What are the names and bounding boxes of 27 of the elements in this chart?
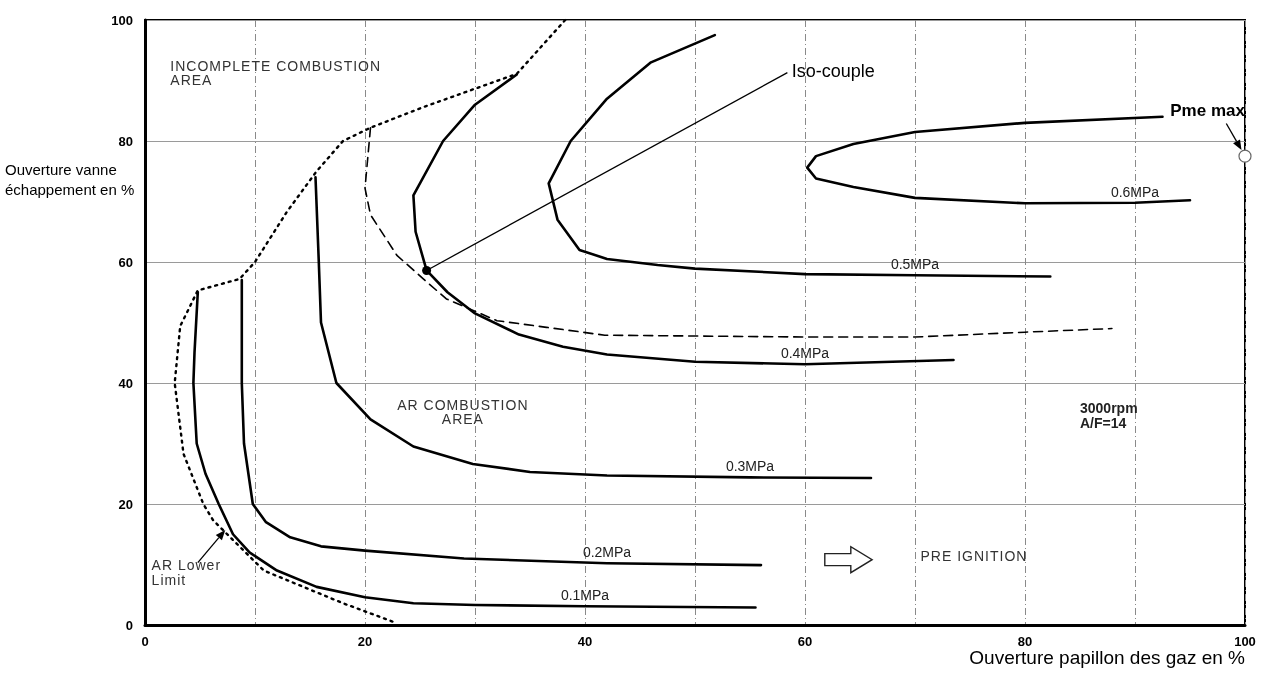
y-tick-label: 60 (118, 254, 133, 270)
annotation: AR COMBUSTION AREA (397, 396, 529, 428)
x-tick-label: 100 (1234, 634, 1256, 649)
annotation: AR Lower Limit (151, 557, 222, 589)
y-tick-label: 0 (125, 617, 133, 633)
annotation: 3000rpm A/F=14 (1080, 400, 1138, 431)
y-tick-label: 80 (118, 133, 133, 149)
y-axis-title: Ouverture vanne échappement en % (5, 160, 136, 201)
series-label: 0.2MPa (582, 544, 632, 561)
annotation: Pme max (1170, 101, 1245, 121)
series-label: 0.5MPa (890, 256, 940, 273)
x-tick-label: 0 (141, 634, 149, 649)
y-tick-label: 40 (118, 375, 133, 391)
annotation: Iso-couple (791, 61, 875, 82)
x-tick-label: 20 (357, 634, 373, 649)
series-label: 0.6MPa (1110, 183, 1160, 200)
series-label: 0.3MPa (725, 458, 775, 475)
x-axis-title: Ouverture papillon des gaz en % (969, 647, 1245, 669)
annotation: INCOMPLETE COMBUSTION AREA (170, 57, 382, 89)
y-tick-label: 20 (118, 496, 133, 512)
annotation: PRE IGNITION (920, 547, 1028, 564)
y-tick-label: 100 (111, 12, 133, 28)
series-label: 0.4MPa (780, 345, 830, 362)
x-tick-label: 80 (1017, 634, 1033, 649)
x-tick-label: 40 (577, 634, 593, 649)
series-label: 0.1MPa (560, 587, 610, 604)
x-tick-label: 60 (797, 634, 813, 649)
